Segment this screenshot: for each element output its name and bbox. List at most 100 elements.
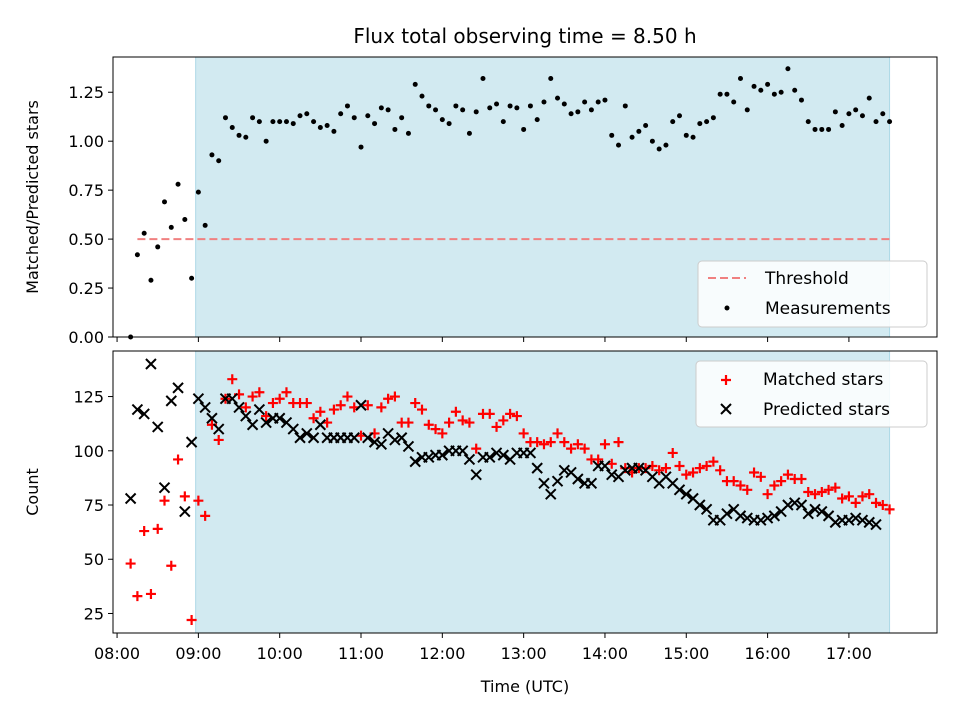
- matched-star-point: [843, 491, 854, 502]
- legend-box: [695, 360, 928, 428]
- matched-star-point: [877, 500, 888, 511]
- measurement-point: [473, 109, 479, 115]
- measurement-point: [514, 105, 520, 111]
- measurement-point: [609, 132, 615, 138]
- measurement-point: [643, 123, 649, 129]
- matched-star-point: [810, 489, 821, 500]
- measurement-point: [446, 121, 452, 127]
- measurement-point: [575, 109, 581, 115]
- y-tick-label: 100: [73, 442, 104, 461]
- predicted-star-point: [362, 432, 374, 444]
- measurement-point: [602, 97, 608, 103]
- y-tick-label: 0.75: [68, 181, 104, 200]
- matched-star-point: [715, 465, 726, 476]
- matched-star-point: [694, 463, 705, 474]
- predicted-star-point: [538, 477, 550, 490]
- matched-star-point: [471, 443, 482, 454]
- matched-star-point: [315, 406, 326, 417]
- predicted-star-point: [531, 462, 543, 474]
- predicted-star-point: [233, 401, 245, 414]
- predicted-star-point: [809, 503, 821, 516]
- predicted-star-point: [585, 477, 598, 490]
- matched-star-point: [444, 417, 455, 428]
- matched-star-point: [735, 480, 746, 491]
- measurement-point: [229, 124, 235, 130]
- matched-star-point: [599, 439, 610, 450]
- legend-matched-swatch: [721, 375, 731, 385]
- measurement-point: [555, 95, 561, 101]
- y-tick-label: 25: [84, 604, 104, 623]
- matched-star-point: [254, 387, 265, 398]
- measurement-point: [548, 76, 554, 82]
- measurement-point: [344, 103, 350, 109]
- measurement-point: [792, 87, 798, 93]
- matched-star-point: [335, 400, 346, 411]
- measurement-point: [704, 119, 710, 125]
- predicted-star-point: [138, 408, 150, 420]
- predicted-star-point: [389, 434, 401, 446]
- measurement-point: [426, 103, 432, 109]
- measurement-point: [534, 117, 540, 123]
- predicted-star-point: [721, 507, 733, 520]
- matched-star-point: [423, 419, 434, 430]
- x-tick-label: 09:00: [175, 644, 221, 663]
- matched-star-point: [681, 469, 692, 480]
- measurement-point: [710, 115, 716, 121]
- predicted-star-point: [700, 503, 713, 516]
- measurement-point: [222, 115, 228, 121]
- matched-star-point: [776, 476, 787, 487]
- measurement-point: [690, 134, 696, 140]
- predicted-star-point: [423, 451, 435, 463]
- predicted-star-point: [606, 468, 618, 481]
- measurement-point: [846, 111, 852, 117]
- predicted-star-point: [402, 440, 415, 453]
- measurement-point: [392, 126, 398, 132]
- x-tick-label: 08:00: [94, 644, 140, 663]
- matched-star-point: [403, 417, 414, 428]
- matched-star-point: [159, 495, 170, 506]
- measurement-point: [236, 132, 242, 138]
- predicted-star-point: [761, 512, 774, 524]
- measurement-point: [277, 119, 283, 125]
- axes-frame: [112, 350, 938, 634]
- matched-star-point: [166, 560, 177, 571]
- measurement-point: [670, 119, 676, 125]
- measurement-point: [304, 111, 310, 117]
- predicted-star-point: [301, 427, 313, 440]
- x-tick-label: 12:00: [419, 644, 465, 663]
- predicted-star-point: [165, 395, 177, 407]
- legend-label: Threshold: [764, 269, 849, 289]
- predicted-star-point: [158, 481, 171, 494]
- predicted-star-point: [185, 436, 198, 448]
- measurement-point: [663, 142, 669, 148]
- matched-star-point: [328, 404, 339, 415]
- predicted-star-point: [470, 468, 482, 481]
- measurement-point: [731, 99, 737, 105]
- matched-star-point: [532, 437, 543, 448]
- predicted-star-point: [152, 421, 164, 433]
- measurement-point: [887, 119, 893, 125]
- predicted-star-point: [673, 484, 686, 496]
- measurement-point: [832, 109, 838, 115]
- matched-star-point: [850, 497, 861, 508]
- measurement-point: [134, 252, 140, 258]
- predicted-star-point: [545, 488, 557, 500]
- matched-star-point: [511, 411, 522, 422]
- matched-star-point: [179, 491, 190, 502]
- measurement-point: [588, 107, 594, 113]
- predicted-star-point: [213, 423, 225, 435]
- y-tick-label: 75: [84, 496, 104, 515]
- measurement-point: [358, 144, 364, 150]
- predicted-star-point: [619, 464, 631, 477]
- x-tick-label: 11:00: [338, 644, 384, 663]
- measurement-point: [162, 199, 167, 205]
- predicted-star-point: [395, 432, 408, 444]
- predicted-star-point: [741, 512, 753, 524]
- measurement-point: [311, 119, 317, 125]
- measurement-point: [853, 107, 859, 113]
- matched-star-point: [125, 558, 136, 569]
- matched-star-point: [579, 443, 590, 454]
- matched-star-point: [430, 424, 441, 435]
- matched-star-point: [281, 387, 292, 398]
- matched-star-point: [274, 393, 285, 404]
